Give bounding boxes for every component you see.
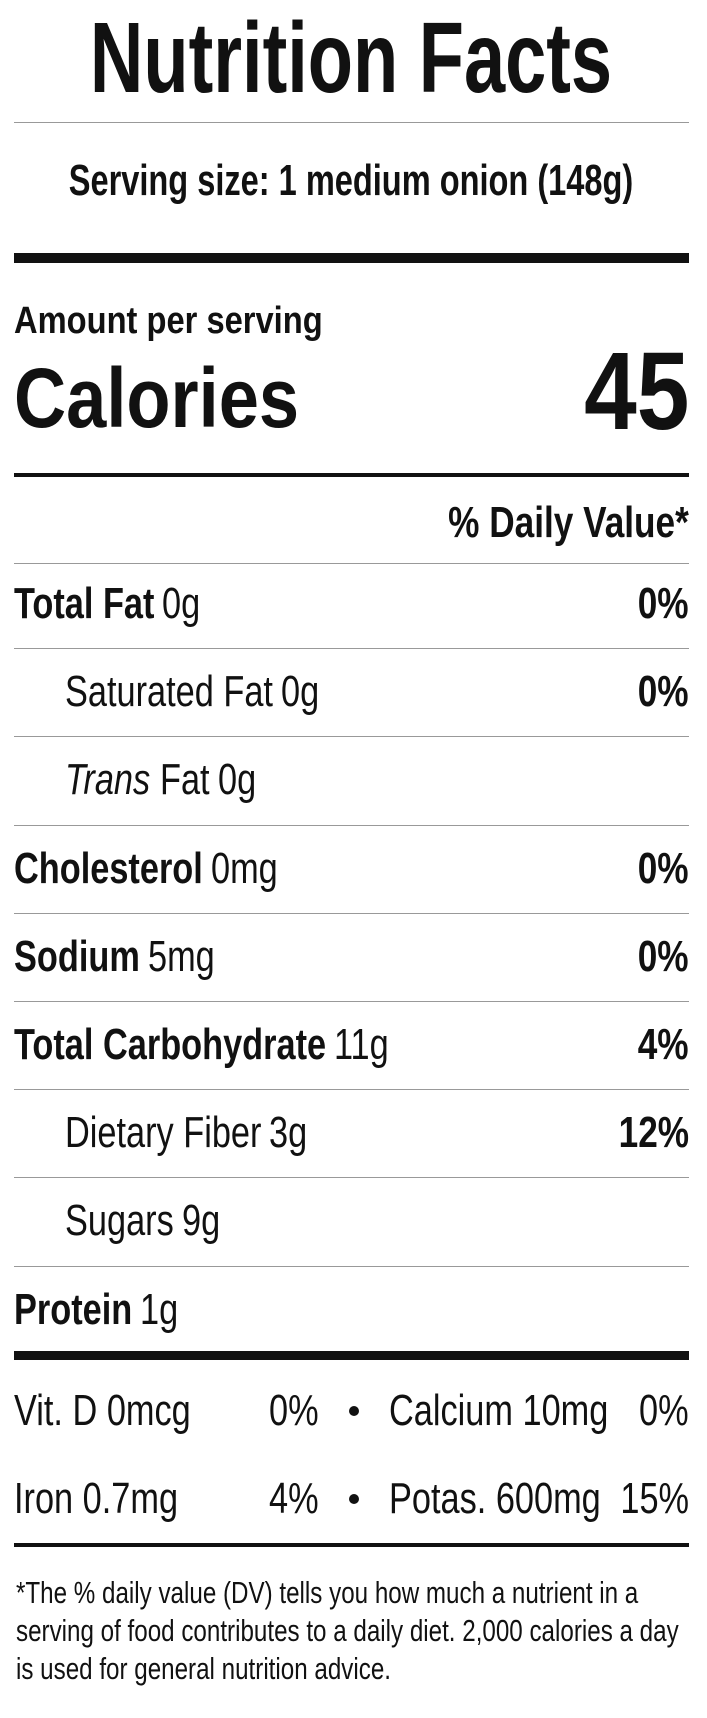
divider: [14, 912, 689, 914]
nutrient-name: Sodium: [14, 931, 140, 981]
bullet: [349, 1494, 359, 1504]
daily-value-header: % Daily Value*: [448, 498, 689, 547]
divider: [14, 1265, 689, 1267]
daily-value: 0%: [638, 931, 689, 981]
divider: [14, 824, 689, 826]
calories-value: 45: [583, 330, 689, 453]
thick-bar: [14, 253, 689, 263]
daily-value: 4%: [638, 1020, 689, 1069]
nutrient-amount: 0g: [280, 667, 320, 717]
micronutrient-dv: 4%: [269, 1474, 319, 1523]
micronutrient: Potas. 600mg: [389, 1474, 601, 1523]
micronutrient-dv: 15%: [620, 1474, 689, 1523]
footnote: *The % daily value (DV) tells you how mu…: [16, 1575, 679, 1686]
divider: [14, 648, 689, 650]
medium-bar: [14, 473, 689, 477]
medium-bar: [14, 1543, 689, 1547]
nutrient-name: Trans: [65, 755, 151, 805]
daily-value: 12%: [618, 1108, 689, 1158]
micronutrient: Vit. D 0mcg: [14, 1386, 191, 1435]
amount-per-serving: Amount per serving: [14, 300, 323, 342]
thick-bar: [14, 1351, 689, 1360]
micronutrient-dv: 0%: [639, 1386, 689, 1435]
divider: [14, 563, 689, 564]
nutrient-name: Fat: [160, 755, 210, 805]
nutrient-name: Total Carbohydrate: [14, 1020, 327, 1069]
divider: [14, 1000, 689, 1002]
nutrient-name: Total Fat: [14, 579, 155, 628]
nutrient-amount: 11g: [334, 1020, 389, 1069]
micronutrient: Iron 0.7mg: [14, 1474, 179, 1523]
bullet: [349, 1406, 359, 1416]
nutrient-name: Saturated Fat: [65, 667, 273, 717]
divider: [14, 1177, 689, 1179]
nutrient-amount: 9g: [181, 1196, 220, 1246]
nutrient-amount: 5mg: [147, 931, 215, 981]
nutrient-amount: 0mg: [210, 843, 278, 893]
divider: [14, 122, 689, 123]
nutrient-name: Cholesterol: [14, 843, 203, 893]
daily-value: 0%: [638, 843, 689, 893]
daily-value: 0%: [638, 579, 689, 628]
daily-value: 0%: [638, 667, 689, 717]
nutrient-name: Sugars: [65, 1196, 174, 1246]
title: Nutrition Facts: [89, 2, 613, 114]
nutrient-amount: 0g: [162, 579, 201, 628]
calories-label: Calories: [14, 351, 300, 445]
nutrient-amount: 1g: [140, 1284, 179, 1334]
serving-size: Serving size: 1 medium onion (148g): [68, 156, 634, 205]
divider: [14, 736, 689, 738]
divider: [14, 1089, 689, 1091]
micronutrient-dv: 0%: [269, 1386, 319, 1435]
micronutrient: Calcium 10mg: [389, 1386, 609, 1435]
nutrient-name: Dietary Fiber: [65, 1108, 262, 1158]
nutrient-amount: 3g: [269, 1108, 308, 1158]
nutrient-amount: 0g: [217, 755, 256, 805]
nutrient-name: Protein: [14, 1284, 133, 1334]
